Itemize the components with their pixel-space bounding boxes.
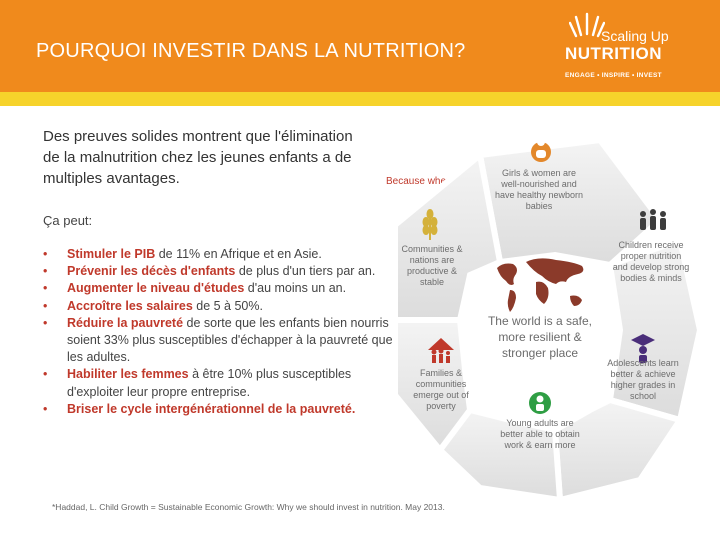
graduate-icon (631, 334, 655, 363)
benefit-text: de plus d'un tiers par an. (235, 264, 376, 279)
benefit-text: de 5 à 50%. (192, 298, 263, 313)
benefit-item: • Stimuler le PIB de 11% en Afrique et en… (43, 246, 393, 263)
benefit-highlight: Stimuler le PIB (67, 247, 156, 261)
benefit-text: à être 10% plus susceptibles d'exploiter… (67, 367, 352, 399)
wheel-label-adolescents: Adolescents learn better & achieve highe… (607, 358, 679, 401)
benefit-item: • Habiliter les femmes à être 10% plus su… (43, 366, 393, 400)
bullet: • (43, 247, 48, 261)
wheel-label-young-adults: Young adults are better able to obtain w… (500, 418, 580, 450)
slide-title: POURQUOI INVESTIR DANS LA NUTRITION? (36, 40, 466, 62)
benefit-highlight: Briser le cycle intergénérationnel de la… (67, 401, 356, 416)
benefits-list: • Stimuler le PIB de 11% en Afrique et en… (43, 246, 393, 418)
because-when-label: Because when... (386, 176, 460, 187)
intro-text: Des preuves solides montrent que l'élimi… (43, 128, 353, 187)
mother-baby-icon (531, 138, 551, 162)
bullet: • (43, 315, 48, 330)
world-map-icon (497, 258, 584, 312)
wheel-label-communities: Communities & nations are productive & s… (401, 244, 463, 287)
logo-tagline: ENGAGE • INSPIRE • INVEST (565, 72, 662, 79)
ca-peut-label: Ça peut: (43, 213, 93, 228)
wheel-label-families: Families & communities emerge out of pov… (413, 368, 469, 411)
wheel-label-children: Children receive proper nutrition and de… (612, 240, 690, 283)
bullet: • (43, 401, 48, 416)
house-family-icon (428, 338, 454, 363)
benefit-item: • Accroître les salaires de 5 à 50%. (43, 298, 393, 315)
scaling-up-nutrition-logo: Scaling Up NUTRITION ENGAGE • INSPIRE • … (565, 8, 675, 84)
benefit-item: • Augmenter le niveau d'études d'au moins… (43, 280, 393, 297)
logo-text-nutrition: NUTRITION (565, 44, 663, 63)
benefit-highlight: Réduire la pauvreté (67, 315, 184, 330)
wheel-center-text: The world is a safe, more resilient & st… (487, 314, 593, 360)
people-group-icon (640, 209, 666, 230)
footnote: *Haddad, L. Child Growth = Sustainable E… (52, 502, 445, 512)
yellow-band (0, 92, 720, 106)
sun-rays-icon (569, 12, 605, 38)
benefit-item: • Briser le cycle intergénérationnel de l… (43, 401, 393, 418)
benefit-highlight: Habiliter les femmes (67, 367, 189, 382)
worker-icon (529, 392, 551, 414)
header-bar: POURQUOI INVESTIR DANS LA NUTRITION? Sca… (0, 0, 720, 92)
bullet: • (43, 298, 48, 313)
wheel-label-girls: Girls & women are well-nourished and hav… (494, 168, 584, 211)
benefit-highlight: Accroître les salaires (67, 298, 193, 313)
wheat-icon (422, 209, 438, 240)
benefit-text: d'au moins un an. (244, 281, 347, 296)
benefit-text: de 11% en Afrique et en Asie. (155, 247, 322, 261)
logo-text-scaling-up: Scaling Up (601, 28, 669, 44)
benefit-item: • Réduire la pauvreté de sorte que les en… (43, 315, 393, 367)
ring-segment-top-left (392, 149, 504, 323)
benefit-highlight: Prévenir les décès d'enfants (67, 264, 236, 279)
wheel-ring (392, 136, 704, 504)
bullet: • (43, 367, 48, 382)
benefit-highlight: Augmenter le niveau d'études (67, 281, 245, 296)
benefit-text: de sorte que les enfants bien nourris so… (67, 315, 393, 365)
bullet: • (43, 264, 48, 279)
bullet: • (43, 281, 48, 296)
benefit-item: • Prévenir les décès d'enfants de plus d'… (43, 263, 393, 280)
